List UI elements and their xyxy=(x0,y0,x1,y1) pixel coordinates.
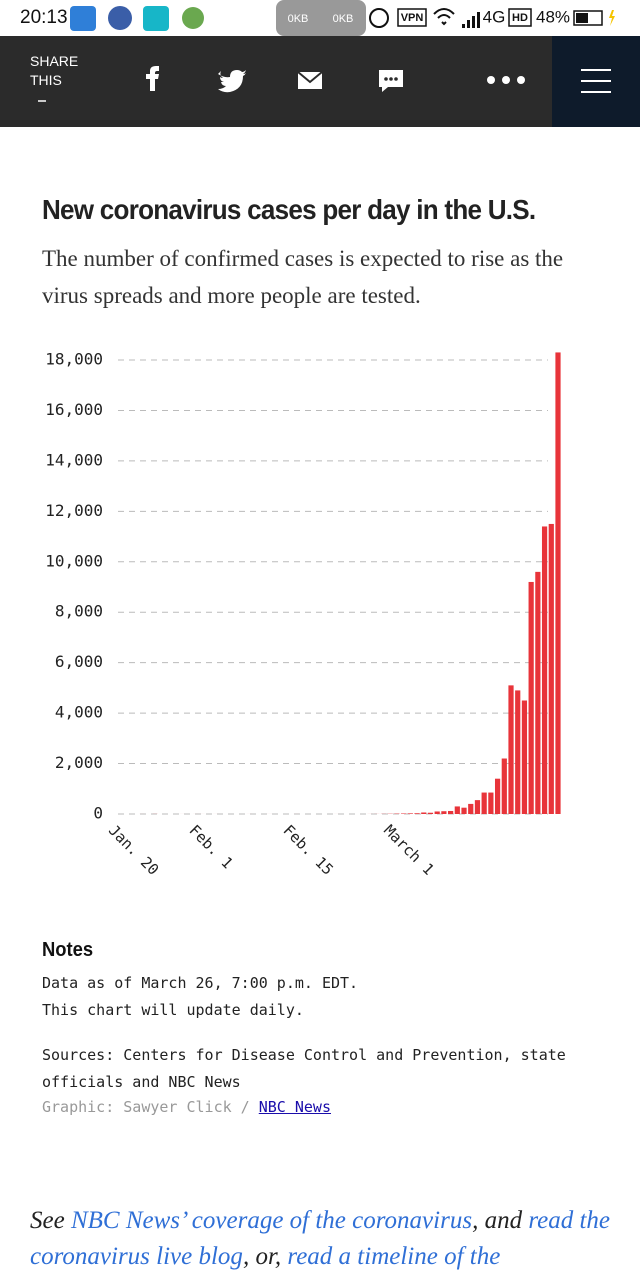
y-tick-label: 10,000 xyxy=(45,551,103,570)
more-icon[interactable] xyxy=(517,76,525,84)
charging-icon xyxy=(609,10,615,26)
y-tick-label: 14,000 xyxy=(45,450,103,469)
article-link[interactable]: read the coronavirus live blog xyxy=(30,1207,611,1270)
top-bars: 20:13 0KB 0KB VPN 4G HD 48% SHARE THIS xyxy=(0,0,640,127)
chart-subtitle: The number of confirmed cases is expecte… xyxy=(42,246,564,308)
bar xyxy=(468,803,474,814)
x-tick-label: Feb. 1 xyxy=(186,821,237,872)
speed: 0KB xyxy=(288,13,309,25)
bar xyxy=(508,685,514,814)
speed: 0KB xyxy=(333,13,354,25)
bar xyxy=(535,571,541,814)
app-icon xyxy=(143,6,169,31)
bar xyxy=(454,806,460,814)
bar xyxy=(488,792,494,814)
share-label: SHARE THIS xyxy=(30,53,79,88)
twitter-icon[interactable] xyxy=(218,70,246,93)
comment-dot xyxy=(384,77,388,81)
vpn-box xyxy=(397,8,427,27)
note-line: Data as of March 26, 7:00 p.m. EDT. xyxy=(42,974,359,992)
bar xyxy=(494,778,501,814)
x-tick-label: Feb. 15 xyxy=(280,821,337,878)
menu-icon[interactable] xyxy=(581,69,611,93)
battery-icon xyxy=(573,10,603,26)
bar xyxy=(407,813,413,814)
notes-lines: Data as of March 26, 7:00 p.m. EDT. This… xyxy=(42,970,358,1024)
y-tick-label: 12,000 xyxy=(45,501,103,520)
bar xyxy=(414,813,420,814)
bar xyxy=(461,807,467,814)
graphic-link[interactable]: NBC News xyxy=(258,1098,331,1116)
speed-pill xyxy=(276,0,366,36)
battery-fill xyxy=(576,13,588,23)
comment-dot xyxy=(394,77,398,81)
bar xyxy=(427,812,434,814)
graphic-credit: Graphic: Sawyer Click / NBC News xyxy=(42,1095,331,1119)
more-icon[interactable] xyxy=(487,76,495,84)
bar xyxy=(441,811,447,814)
vpn: VPN xyxy=(401,12,424,24)
hd-box xyxy=(508,8,532,27)
battery-level: 48% xyxy=(536,7,570,26)
comment-icon[interactable] xyxy=(379,70,403,92)
y-tick-label: 8,000 xyxy=(55,602,103,621)
article-link[interactable]: NBC News’ coverage of the coronavirus xyxy=(70,1207,473,1234)
note-line: This chart will update daily. xyxy=(42,1001,304,1019)
bar xyxy=(481,792,487,814)
article-paragraph: See NBC News’ coverage of the coronaviru… xyxy=(30,1203,615,1280)
mail-flap xyxy=(297,71,323,84)
article-text: See xyxy=(30,1207,71,1234)
facebook-icon[interactable] xyxy=(146,66,159,91)
app-icon xyxy=(182,7,204,29)
bar xyxy=(434,811,440,814)
bar xyxy=(401,813,407,814)
y-tick-label: 6,000 xyxy=(55,652,103,671)
time: 20:13 xyxy=(20,7,68,28)
share-label-box: SHARE THIS xyxy=(30,53,79,88)
x-tick-label: Jan. 20 xyxy=(105,821,162,878)
bar xyxy=(515,690,521,814)
y-tick-label: 2,000 xyxy=(55,753,103,772)
y-tick-label: 16,000 xyxy=(45,400,103,419)
chart-title: New coronavirus cases per day in the U.S… xyxy=(42,194,536,225)
chart: 0 2,000 4,000 6,000 8,000 10,000 12,000 14,000 1… xyxy=(45,350,561,879)
app-icon xyxy=(108,6,132,30)
bar xyxy=(501,758,507,814)
network: 4G xyxy=(483,7,506,26)
y-tick-label: 0 xyxy=(93,804,103,823)
x-tick-label: March 1 xyxy=(380,821,437,878)
y-tick-label: 4,000 xyxy=(55,703,103,722)
bar xyxy=(548,523,554,814)
bar xyxy=(528,581,534,814)
more-icon[interactable] xyxy=(502,76,510,84)
article-text: , and xyxy=(472,1207,529,1234)
bar xyxy=(421,812,427,814)
article-text: , or, xyxy=(242,1243,288,1270)
wifi-icon xyxy=(433,8,455,26)
bar xyxy=(521,700,528,814)
y-tick-label: 18,000 xyxy=(45,350,103,369)
graphic-label: Graphic: Sawyer Click / xyxy=(42,1098,250,1116)
bar xyxy=(541,526,548,814)
notes-heading: Notes xyxy=(42,939,94,961)
sources: Sources: Centers for Disease Control and… xyxy=(42,1046,566,1091)
app-icon xyxy=(70,6,96,31)
hd: HD xyxy=(512,12,528,24)
bar xyxy=(474,800,481,814)
bar xyxy=(448,810,454,814)
signal-icon xyxy=(462,12,480,28)
bar xyxy=(555,352,561,814)
alarm-icon xyxy=(369,8,389,28)
article-link[interactable]: read a timeline of the xyxy=(287,1243,501,1270)
comment-dot xyxy=(389,77,393,81)
